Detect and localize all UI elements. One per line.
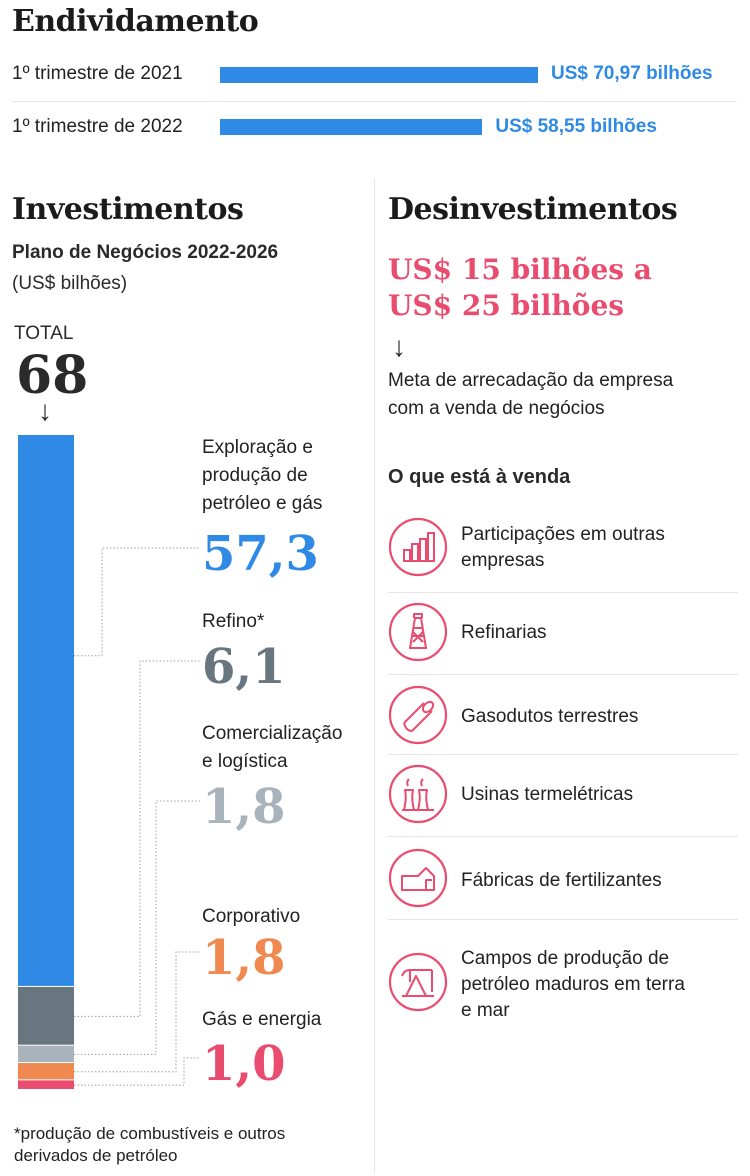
- sale-item-label: Usinas termelétricas: [461, 784, 634, 805]
- sale-item-divider: [388, 592, 738, 593]
- stack-segment-refining: [18, 986, 74, 1045]
- connector-gas-energy: [74, 1057, 200, 1086]
- sale-item-divider: [388, 836, 738, 837]
- pipeline-icon: [388, 685, 448, 745]
- segment-value-commercialization-logistics: 1,8: [202, 779, 286, 835]
- sale-item-label: Gasodutos terrestres: [461, 706, 639, 727]
- debt-title: Endividamento: [12, 4, 259, 39]
- debt-bar-2021: [220, 67, 538, 83]
- connector-commercialization-logistics: [74, 800, 200, 1055]
- debt-value-2021: US$ 70,97 bilhões: [551, 63, 713, 84]
- sale-item-divider: [388, 674, 738, 675]
- segment-value-corporate: 1,8: [202, 930, 286, 986]
- investments-unit: (US$ bilhões): [12, 273, 128, 294]
- investments-subtitle: Plano de Negócios 2022-2026: [12, 242, 279, 263]
- stack-segment-commercialization-logistics: [18, 1045, 74, 1063]
- divestment-description: Meta de arrecadação da empresa com a ven…: [388, 370, 674, 419]
- stack-segment-exploration-production: [18, 435, 74, 986]
- total-value: 68: [16, 345, 89, 406]
- sale-item-label: Campos de produção de petróleo maduros e…: [461, 948, 685, 1021]
- bar-chart-icon: [388, 517, 448, 577]
- stack-segment-corporate: [18, 1063, 74, 1080]
- divestments-title: Desinvestimentos: [388, 192, 678, 227]
- divestment-range: US$ 15 bilhões a US$ 25 bilhões: [388, 253, 652, 322]
- debt-value-2022: US$ 58,55 bilhões: [495, 116, 657, 137]
- segment-label-corporate: Corporativo: [202, 906, 301, 927]
- segment-label-refining: Refino*: [202, 611, 265, 632]
- segment-value-exploration-production: 57,3: [202, 526, 319, 582]
- factory-icon: [388, 848, 448, 908]
- debt-row-divider: [12, 101, 737, 102]
- sale-item-label: Refinarias: [461, 622, 547, 643]
- segment-label-commercialization-logistics: Comercialização e logística: [202, 723, 343, 772]
- segment-label-exploration-production: Exploração e produção de petróleo e gás: [202, 437, 323, 514]
- connector-exploration-production: [74, 547, 200, 657]
- segment-value-refining: 6,1: [202, 639, 286, 695]
- footnote: *produção de combustíveis e outros deriv…: [14, 1124, 286, 1165]
- connector-refining: [74, 660, 200, 1017]
- stack-segment-gas-energy: [18, 1080, 74, 1089]
- segment-label-gas-energy: Gás e energia: [202, 1009, 322, 1030]
- refinery-tower-icon: [388, 602, 448, 662]
- column-divider: [374, 178, 375, 1173]
- power-plant-icon: [388, 764, 448, 824]
- debt-bar-2022: [220, 119, 483, 135]
- sale-item-label: Fábricas de fertilizantes: [461, 870, 662, 891]
- total-label: TOTAL: [14, 323, 74, 344]
- investments-title: Investimentos: [12, 192, 244, 227]
- for-sale-title: O que está à venda: [388, 466, 571, 488]
- oil-pump-icon: [388, 952, 448, 1012]
- debt-row-label-2022: 1º trimestre de 2022: [12, 116, 183, 137]
- sale-item-divider: [388, 754, 738, 755]
- total-down-arrow-icon: ↓: [38, 395, 52, 426]
- connector-corporate: [74, 951, 200, 1073]
- sale-item-divider: [388, 919, 738, 920]
- debt-row-label-2021: 1º trimestre de 2021: [12, 63, 183, 84]
- sale-item-label: Participações em outras empresas: [461, 524, 665, 571]
- divestment-down-arrow-icon: ↓: [392, 331, 406, 362]
- segment-value-gas-energy: 1,0: [202, 1036, 286, 1092]
